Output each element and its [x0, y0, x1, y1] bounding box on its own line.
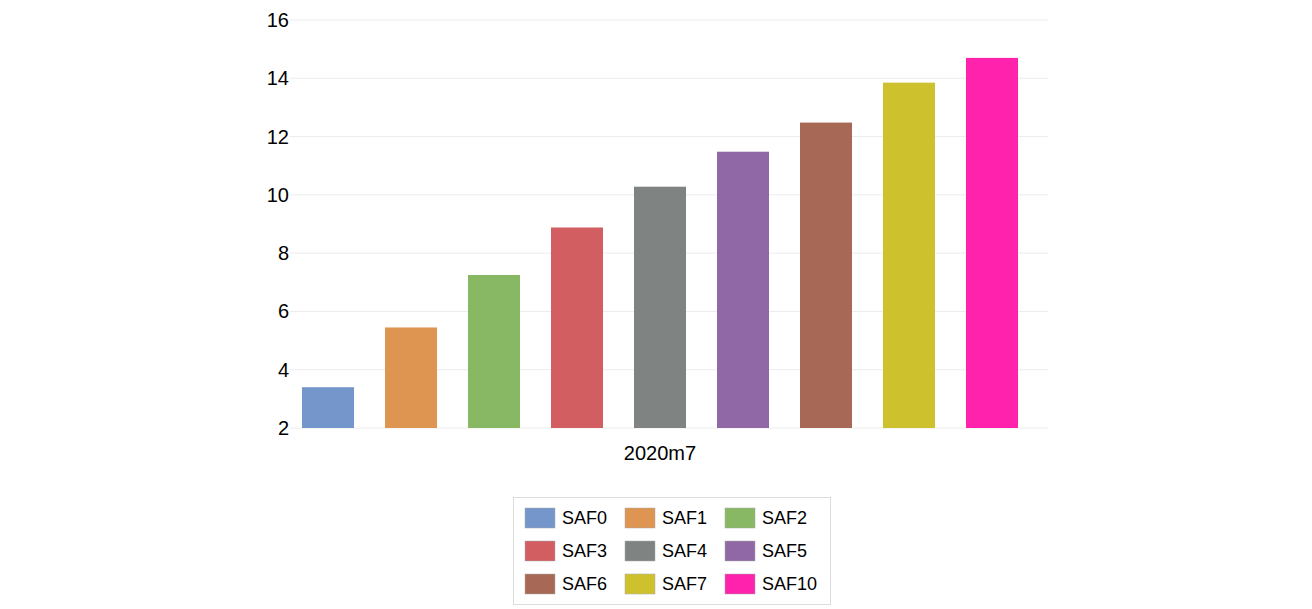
legend-label: SAF6 — [562, 574, 607, 594]
y-tick-label: 2 — [278, 417, 289, 439]
grid-line — [290, 20, 1048, 21]
legend-label: SAF10 — [762, 574, 817, 594]
y-tick-label: 4 — [278, 359, 289, 381]
legend-label: SAF5 — [762, 541, 807, 561]
bar — [883, 83, 935, 428]
chart: 2 4 6 8 10 12 14 16 2020m7 SAF0 SAF1 SAF2 SAF3 SAF4 SA… — [0, 0, 1312, 609]
y-tick-label: 6 — [278, 300, 289, 322]
legend-swatch — [525, 508, 555, 528]
bar — [634, 187, 686, 428]
bar — [385, 327, 437, 428]
bar — [800, 123, 852, 428]
legend-swatch — [525, 541, 555, 561]
legend-swatch — [625, 541, 655, 561]
bar — [302, 387, 354, 428]
bars — [302, 58, 1018, 428]
legend-swatch — [725, 508, 755, 528]
legend-label: SAF1 — [662, 508, 707, 528]
legend-swatch — [525, 574, 555, 594]
y-tick-label: 16 — [267, 9, 289, 31]
legend-swatch — [625, 574, 655, 594]
y-tick-label: 10 — [267, 184, 289, 206]
legend-swatch — [725, 574, 755, 594]
bar — [966, 58, 1018, 428]
legend-box — [514, 498, 831, 605]
legend-swatch — [725, 541, 755, 561]
legend-label: SAF3 — [562, 541, 607, 561]
x-tick-label: 2020m7 — [624, 442, 696, 464]
y-tick-label: 14 — [267, 67, 289, 89]
y-tick-label: 8 — [278, 242, 289, 264]
y-tick-label: 12 — [267, 126, 289, 148]
legend-label: SAF4 — [662, 541, 707, 561]
bar — [551, 227, 603, 428]
bar — [468, 275, 520, 428]
bar — [717, 152, 769, 428]
legend-swatch — [625, 508, 655, 528]
legend-label: SAF0 — [562, 508, 607, 528]
grid-line — [290, 78, 1048, 79]
legend-label: SAF2 — [762, 508, 807, 528]
legend-label: SAF7 — [662, 574, 707, 594]
